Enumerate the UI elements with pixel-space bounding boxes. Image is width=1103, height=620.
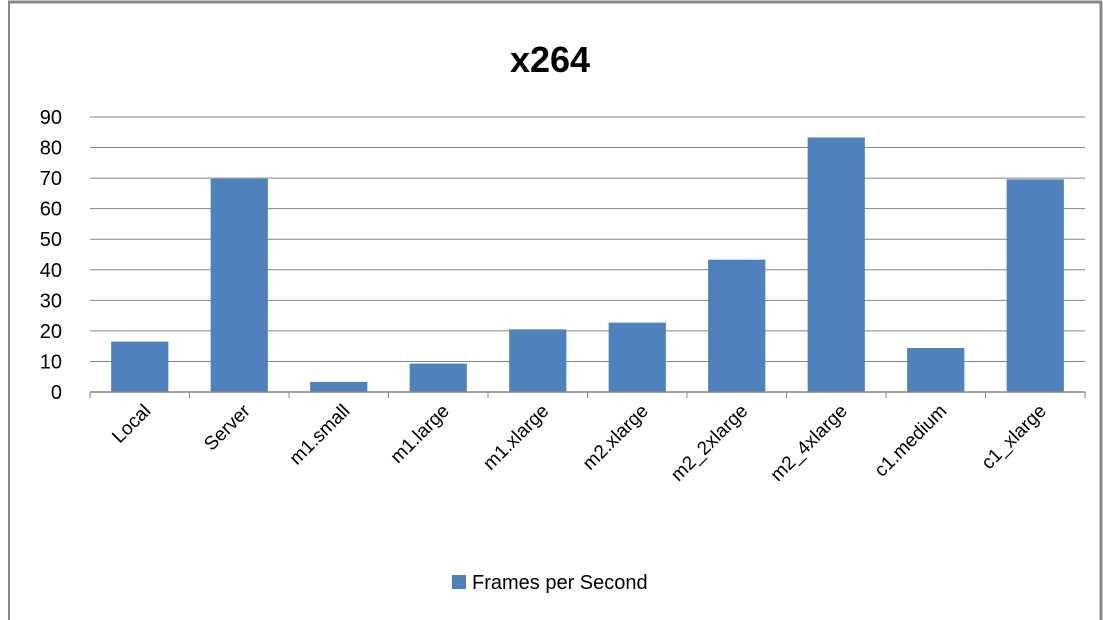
y-tick-label: 50 [40, 229, 62, 251]
y-tick-label: 90 [40, 107, 62, 129]
y-tick-label: 0 [51, 382, 62, 404]
bar [807, 137, 865, 392]
y-tick-label: 60 [40, 199, 62, 221]
x-category-label: m1.small [286, 401, 355, 470]
bar [210, 178, 268, 392]
chart-title: x264 [510, 39, 590, 80]
bar [310, 381, 368, 392]
x-category-label: m1.xlarge [479, 401, 553, 475]
y-tick-label: 70 [40, 168, 62, 190]
bar [608, 322, 666, 392]
x-axis-category-labels: Local Server m1.small m1.large m1.xlarge m2.x… [108, 400, 1050, 486]
x-category-label: Server [200, 400, 255, 455]
x-category-label: m1.large [387, 401, 454, 468]
x-category-label: m2.xlarge [579, 401, 653, 475]
y-tick-label: 10 [40, 351, 62, 373]
bar [409, 363, 467, 392]
x-category-label: c1_xlarge [978, 401, 1051, 474]
y-tick-label: 40 [40, 260, 62, 282]
bar [907, 348, 965, 392]
y-axis-tick-labels: 0 10 20 30 40 50 60 70 80 90 [40, 107, 62, 404]
x-category-label: c1.medium [871, 401, 952, 482]
legend: Frames per Second [452, 572, 648, 594]
x-category-label: Local [108, 401, 155, 448]
y-tick-label: 80 [40, 138, 62, 160]
legend-label: Frames per Second [472, 572, 648, 594]
x-category-label: m2_4xlarge [767, 401, 852, 486]
x-category-label: m2_2xlarge [667, 401, 752, 486]
y-tick-label: 30 [40, 290, 62, 312]
legend-swatch [452, 575, 466, 589]
bar [509, 329, 567, 392]
x-axis [89, 391, 1086, 398]
bar [111, 341, 169, 392]
y-tick-label: 20 [40, 321, 62, 343]
bars [111, 137, 1064, 392]
bar [1006, 179, 1064, 392]
bar [708, 259, 766, 392]
